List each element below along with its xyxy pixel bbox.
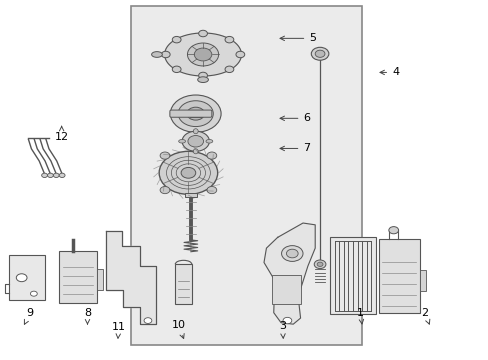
Text: 5: 5 [280,33,316,43]
Ellipse shape [178,139,185,143]
Circle shape [178,101,213,127]
Circle shape [194,48,211,61]
Ellipse shape [172,36,181,43]
Ellipse shape [193,129,198,134]
Text: 10: 10 [171,320,185,338]
Circle shape [311,47,328,60]
Text: 1: 1 [356,308,363,324]
Polygon shape [264,223,315,324]
Circle shape [283,318,291,324]
Circle shape [160,152,169,159]
Text: 7: 7 [280,143,310,153]
Circle shape [187,43,218,66]
Ellipse shape [151,51,162,57]
Bar [184,193,197,197]
Circle shape [281,246,303,261]
Ellipse shape [193,149,198,154]
Circle shape [315,50,325,57]
Circle shape [206,152,216,159]
Polygon shape [164,33,241,76]
Circle shape [286,249,298,258]
Circle shape [159,151,217,194]
Circle shape [314,260,325,269]
Text: 3: 3 [279,321,285,338]
Ellipse shape [172,66,181,73]
Bar [9,255,44,300]
Circle shape [181,167,195,178]
Circle shape [388,226,398,234]
Circle shape [59,173,65,177]
Bar [271,275,301,304]
Polygon shape [105,231,156,324]
Circle shape [182,131,209,151]
Circle shape [187,135,203,147]
Text: 11: 11 [111,322,125,338]
FancyBboxPatch shape [169,110,211,117]
Circle shape [30,291,37,296]
Text: 12: 12 [55,126,69,142]
Text: 4: 4 [379,67,398,77]
Bar [131,6,361,345]
Circle shape [206,186,216,194]
Bar [419,270,425,291]
Ellipse shape [205,139,212,143]
Ellipse shape [161,51,170,58]
Circle shape [186,107,204,120]
Circle shape [170,95,221,132]
Bar [97,269,103,290]
Ellipse shape [224,66,233,73]
Ellipse shape [236,51,244,58]
Bar [329,237,375,315]
Text: 6: 6 [280,113,310,123]
Circle shape [47,173,53,177]
Circle shape [144,318,152,323]
Circle shape [41,173,47,177]
Circle shape [317,262,323,266]
Ellipse shape [197,77,208,82]
Text: 8: 8 [84,308,91,324]
Text: 2: 2 [421,308,429,324]
Circle shape [53,173,59,177]
Text: 9: 9 [24,309,34,324]
Bar [59,251,97,303]
Ellipse shape [224,36,233,43]
Bar [378,239,419,313]
Circle shape [16,274,27,282]
Ellipse shape [198,30,207,37]
Bar [175,264,191,304]
Ellipse shape [198,72,207,79]
Circle shape [160,186,169,194]
